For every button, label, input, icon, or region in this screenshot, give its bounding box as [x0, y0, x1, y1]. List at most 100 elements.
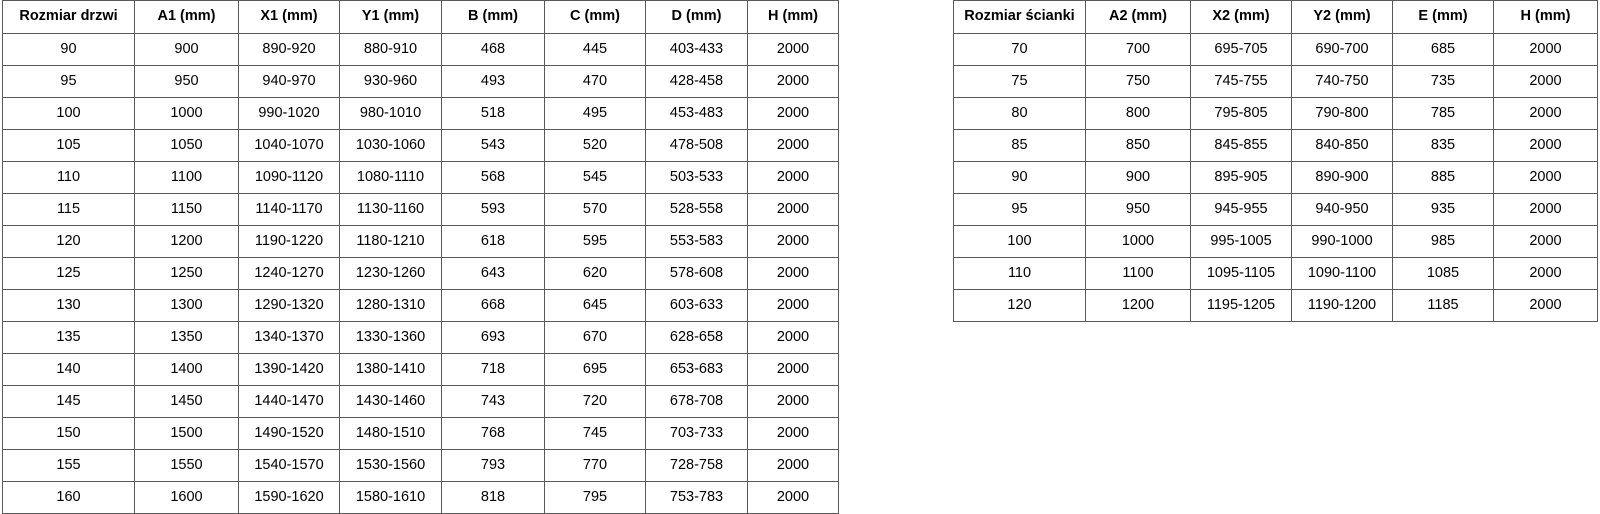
door-cell: 2000 [747, 65, 839, 98]
door-cell: 140 [2, 353, 135, 386]
wall-cell: 990-1000 [1291, 225, 1393, 258]
door-cell: 818 [441, 481, 545, 514]
wall-cell: 740-750 [1291, 65, 1393, 98]
door-cell: 100 [2, 97, 135, 130]
wall-cell: 2000 [1493, 193, 1598, 226]
door-cell: 520 [544, 129, 646, 162]
wall-cell: 785 [1392, 97, 1494, 130]
wall-cell: 685 [1392, 33, 1494, 66]
wall-cell: 795-805 [1190, 97, 1292, 130]
wall-table-body: 70 700 695-705 690-700 685 2000 75 750 745-755 74… [953, 33, 1598, 322]
table-row: 75 750 745-755 740-750 735 2000 [953, 65, 1598, 98]
door-cell: 145 [2, 385, 135, 418]
table-row: 100 1000 995-1005 990-1000 985 2000 [953, 225, 1598, 258]
wall-cell: 2000 [1493, 257, 1598, 290]
door-cell: 150 [2, 417, 135, 450]
door-cell: 445 [544, 33, 646, 66]
door-cell: 2000 [747, 385, 839, 418]
wall-cell: 840-850 [1291, 129, 1393, 162]
door-cell: 518 [441, 97, 545, 130]
wall-cell: 2000 [1493, 97, 1598, 130]
wall-cell: 1200 [1085, 289, 1191, 322]
wall-cell: 75 [953, 65, 1086, 98]
wall-cell: 985 [1392, 225, 1494, 258]
wall-column-header: E (mm) [1392, 0, 1494, 34]
door-cell: 1350 [134, 321, 239, 354]
door-cell: 1250 [134, 257, 239, 290]
door-cell: 495 [544, 97, 646, 130]
door-cell: 470 [544, 65, 646, 98]
wall-column-header: H (mm) [1493, 0, 1598, 34]
door-cell: 1380-1410 [339, 353, 442, 386]
door-cell: 1330-1360 [339, 321, 442, 354]
table-row: 140 1400 1390-1420 1380-1410 718 695 653-683 20… [2, 353, 839, 386]
wall-cell: 850 [1085, 129, 1191, 162]
wall-cell: 1085 [1392, 257, 1494, 290]
wall-cell: 80 [953, 97, 1086, 130]
door-cell: 553-583 [645, 225, 748, 258]
door-cell: 403-433 [645, 33, 748, 66]
door-cell: 1130-1160 [339, 193, 442, 226]
door-cell: 1300 [134, 289, 239, 322]
door-size-table-container: Rozmiar drzwi A1 (mm) X1 (mm) Y1 (mm) B (mm)… [2, 0, 839, 514]
door-cell: 115 [2, 193, 135, 226]
door-cell: 795 [544, 481, 646, 514]
door-cell: 2000 [747, 161, 839, 194]
wall-cell: 885 [1392, 161, 1494, 194]
door-cell: 1050 [134, 129, 239, 162]
door-cell: 1140-1170 [238, 193, 340, 226]
door-cell: 595 [544, 225, 646, 258]
door-cell: 570 [544, 193, 646, 226]
door-column-header: D (mm) [645, 0, 748, 34]
wall-cell: 2000 [1493, 289, 1598, 322]
door-cell: 1240-1270 [238, 257, 340, 290]
door-cell: 1440-1470 [238, 385, 340, 418]
table-row: 135 1350 1340-1370 1330-1360 693 670 628-658 20… [2, 321, 839, 354]
door-cell: 2000 [747, 481, 839, 514]
door-cell: 1490-1520 [238, 417, 340, 450]
door-cell: 668 [441, 289, 545, 322]
door-cell: 135 [2, 321, 135, 354]
table-row: 105 1050 1040-1070 1030-1060 543 520 478-508 20… [2, 129, 839, 162]
table-row: 85 850 845-855 840-850 835 2000 [953, 129, 1598, 162]
wall-cell: 120 [953, 289, 1086, 322]
wall-cell: 2000 [1493, 225, 1598, 258]
wall-column-header: Rozmiar ścianki [953, 0, 1086, 34]
wall-column-header: X2 (mm) [1190, 0, 1292, 34]
door-cell: 603-633 [645, 289, 748, 322]
wall-cell: 790-800 [1291, 97, 1393, 130]
door-cell: 643 [441, 257, 545, 290]
door-column-header: X1 (mm) [238, 0, 340, 34]
wall-column-header: Y2 (mm) [1291, 0, 1393, 34]
table-row: 145 1450 1440-1470 1430-1460 743 720 678-708 20… [2, 385, 839, 418]
table-row: 160 1600 1590-1620 1580-1610 818 795 753-783 20… [2, 481, 839, 514]
door-cell: 568 [441, 161, 545, 194]
wall-cell: 700 [1085, 33, 1191, 66]
wall-cell: 95 [953, 193, 1086, 226]
table-row: 70 700 695-705 690-700 685 2000 [953, 33, 1598, 66]
door-cell: 2000 [747, 193, 839, 226]
wall-cell: 995-1005 [1190, 225, 1292, 258]
door-cell: 990-1020 [238, 97, 340, 130]
door-cell: 1540-1570 [238, 449, 340, 482]
door-cell: 95 [2, 65, 135, 98]
door-column-header: Rozmiar drzwi [2, 0, 135, 34]
table-header-row: Rozmiar drzwi A1 (mm) X1 (mm) Y1 (mm) B (mm)… [2, 0, 839, 34]
door-cell: 120 [2, 225, 135, 258]
table-row: 125 1250 1240-1270 1230-1260 643 620 578-608 20… [2, 257, 839, 290]
wall-cell: 800 [1085, 97, 1191, 130]
door-cell: 1530-1560 [339, 449, 442, 482]
door-cell: 1500 [134, 417, 239, 450]
door-size-table: Rozmiar drzwi A1 (mm) X1 (mm) Y1 (mm) B (mm)… [2, 0, 839, 514]
door-cell: 2000 [747, 449, 839, 482]
door-cell: 670 [544, 321, 646, 354]
wall-cell: 745-755 [1190, 65, 1292, 98]
table-row: 110 1100 1090-1120 1080-1110 568 545 503-533 20… [2, 161, 839, 194]
wall-cell: 1095-1105 [1190, 257, 1292, 290]
door-cell: 890-920 [238, 33, 340, 66]
door-cell: 695 [544, 353, 646, 386]
door-cell: 1040-1070 [238, 129, 340, 162]
door-cell: 1080-1110 [339, 161, 442, 194]
wall-cell: 85 [953, 129, 1086, 162]
wall-cell: 845-855 [1190, 129, 1292, 162]
